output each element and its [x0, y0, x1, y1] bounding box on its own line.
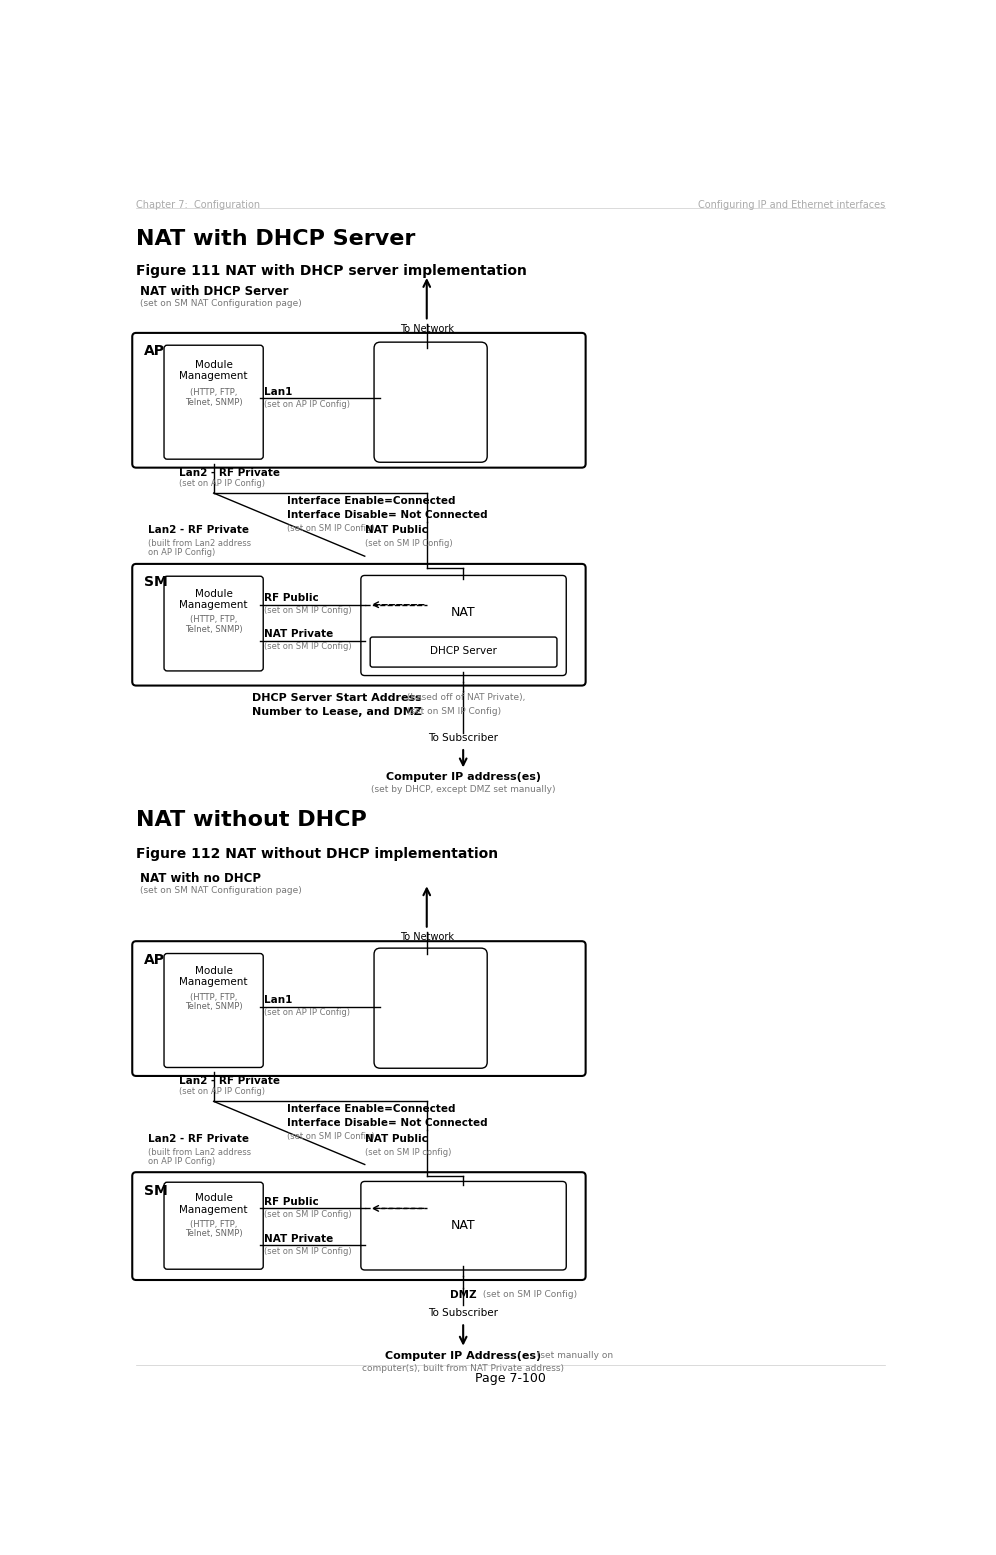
Text: DMZ: DMZ	[450, 1291, 476, 1300]
Text: DHCP Server: DHCP Server	[429, 645, 497, 656]
Text: NAT: NAT	[451, 606, 475, 619]
FancyBboxPatch shape	[164, 345, 263, 459]
Text: NAT Public: NAT Public	[365, 526, 427, 535]
FancyBboxPatch shape	[164, 953, 263, 1067]
FancyBboxPatch shape	[374, 949, 487, 1068]
Text: To Subscriber: To Subscriber	[428, 1308, 498, 1319]
Text: (set on SM IP Config): (set on SM IP Config)	[264, 1210, 352, 1219]
FancyBboxPatch shape	[164, 577, 263, 670]
FancyBboxPatch shape	[164, 1182, 263, 1269]
Text: Computer IP Address(es): Computer IP Address(es)	[385, 1351, 541, 1361]
Text: Module: Module	[194, 359, 232, 370]
Text: (set on SM IP Config): (set on SM IP Config)	[365, 540, 452, 549]
Text: computer(s), built from NAT Private address): computer(s), built from NAT Private addr…	[363, 1364, 564, 1373]
Text: SM: SM	[143, 575, 167, 589]
Text: Telnet, SNMP): Telnet, SNMP)	[185, 1001, 242, 1011]
Text: (set on AP IP Config): (set on AP IP Config)	[178, 479, 265, 488]
Text: (built from Lan2 address: (built from Lan2 address	[147, 1148, 251, 1157]
FancyBboxPatch shape	[132, 564, 586, 686]
Text: Lan1: Lan1	[264, 995, 293, 1005]
Text: on AP IP Config): on AP IP Config)	[147, 549, 215, 558]
Text: NAT Private: NAT Private	[264, 1233, 334, 1244]
Text: (set on AP IP Config): (set on AP IP Config)	[178, 1087, 265, 1096]
Text: (HTTP, FTP,: (HTTP, FTP,	[190, 1221, 237, 1228]
Text: Management: Management	[179, 372, 248, 381]
Text: Module: Module	[194, 966, 232, 977]
FancyBboxPatch shape	[132, 333, 586, 468]
Text: DHCP Server Start Address: DHCP Server Start Address	[252, 694, 422, 703]
Text: (set on SM IP Config): (set on SM IP Config)	[264, 606, 352, 616]
Text: Lan2 - RF Private: Lan2 - RF Private	[178, 468, 280, 477]
Text: (HTTP, FTP,: (HTTP, FTP,	[190, 389, 237, 398]
Text: To Network: To Network	[399, 323, 454, 334]
Text: Lan2 - RF Private: Lan2 - RF Private	[147, 526, 249, 535]
FancyBboxPatch shape	[374, 342, 487, 462]
Text: NAT Public: NAT Public	[365, 1134, 427, 1143]
Text: (HTTP, FTP,: (HTTP, FTP,	[190, 992, 237, 1001]
Text: Module: Module	[194, 588, 232, 599]
Text: Configuring IP and Ethernet interfaces: Configuring IP and Ethernet interfaces	[697, 201, 884, 210]
Text: (set on SM NAT Configuration page): (set on SM NAT Configuration page)	[140, 299, 302, 308]
Text: Number to Lease, and DMZ: Number to Lease, and DMZ	[252, 708, 422, 717]
Text: (set on SM IP Config): (set on SM IP Config)	[480, 1291, 578, 1298]
Text: (based off of NAT Private),: (based off of NAT Private),	[403, 694, 525, 703]
Text: (set on AP IP Config): (set on AP IP Config)	[264, 400, 350, 409]
Text: Interface Disable= Not Connected: Interface Disable= Not Connected	[287, 1118, 488, 1129]
Text: (set by DHCP, except DMZ set manually): (set by DHCP, except DMZ set manually)	[371, 785, 556, 795]
FancyBboxPatch shape	[361, 1182, 567, 1270]
Text: Interface Disable= Not Connected: Interface Disable= Not Connected	[287, 510, 488, 519]
Text: (set manually on: (set manually on	[535, 1351, 614, 1359]
Text: To Subscriber: To Subscriber	[428, 734, 498, 743]
Text: Computer IP address(es): Computer IP address(es)	[385, 771, 541, 782]
Text: Figure 112 NAT without DHCP implementation: Figure 112 NAT without DHCP implementati…	[136, 847, 498, 861]
Text: NAT with no DHCP: NAT with no DHCP	[140, 872, 261, 885]
Text: AP: AP	[143, 345, 165, 359]
Text: (set on SM IP Config): (set on SM IP Config)	[403, 708, 501, 717]
Text: Module: Module	[194, 1193, 232, 1204]
Text: NAT without DHCP: NAT without DHCP	[136, 810, 367, 830]
Text: RF Public: RF Public	[264, 1197, 319, 1207]
FancyBboxPatch shape	[361, 575, 567, 675]
Text: (set on SM NAT Configuration page): (set on SM NAT Configuration page)	[140, 886, 302, 894]
Text: Telnet, SNMP): Telnet, SNMP)	[185, 398, 242, 406]
Text: (set on SM IP config): (set on SM IP config)	[365, 1148, 451, 1157]
Text: Chapter 7:  Configuration: Chapter 7: Configuration	[136, 201, 260, 210]
Text: AP: AP	[143, 953, 165, 967]
Text: Lan2 - RF Private: Lan2 - RF Private	[147, 1134, 249, 1143]
Text: (set on SM IP Config): (set on SM IP Config)	[287, 1132, 374, 1141]
Text: SM: SM	[143, 1183, 167, 1197]
Text: Page 7-100: Page 7-100	[475, 1373, 546, 1386]
Text: Management: Management	[179, 978, 248, 987]
FancyBboxPatch shape	[132, 941, 586, 1076]
Text: on AP IP Config): on AP IP Config)	[147, 1157, 215, 1166]
Text: Interface Enable=Connected: Interface Enable=Connected	[287, 496, 456, 505]
Text: To Network: To Network	[399, 931, 454, 942]
Text: NAT with DHCP Server: NAT with DHCP Server	[140, 285, 289, 299]
Text: (set on SM IP Config): (set on SM IP Config)	[287, 524, 374, 533]
Text: Lan2 - RF Private: Lan2 - RF Private	[178, 1076, 280, 1085]
Text: Management: Management	[179, 600, 248, 610]
Text: RF Public: RF Public	[264, 592, 319, 603]
Text: (built from Lan2 address: (built from Lan2 address	[147, 540, 251, 549]
Text: Telnet, SNMP): Telnet, SNMP)	[185, 625, 242, 634]
Text: Lan1: Lan1	[264, 387, 293, 397]
Text: NAT with DHCP Server: NAT with DHCP Server	[136, 229, 415, 249]
Text: NAT Private: NAT Private	[264, 630, 334, 639]
Text: (set on SM IP Config): (set on SM IP Config)	[264, 1247, 352, 1256]
Text: Management: Management	[179, 1205, 248, 1214]
FancyBboxPatch shape	[132, 1172, 586, 1280]
Text: Interface Enable=Connected: Interface Enable=Connected	[287, 1104, 456, 1115]
Text: Telnet, SNMP): Telnet, SNMP)	[185, 1228, 242, 1238]
Text: NAT: NAT	[451, 1219, 475, 1232]
Text: (set on AP IP Config): (set on AP IP Config)	[264, 1008, 350, 1017]
Text: (HTTP, FTP,: (HTTP, FTP,	[190, 616, 237, 625]
FancyBboxPatch shape	[371, 638, 557, 667]
Text: (set on SM IP Config): (set on SM IP Config)	[264, 642, 352, 652]
Text: Figure 111 NAT with DHCP server implementation: Figure 111 NAT with DHCP server implemen…	[136, 264, 527, 278]
